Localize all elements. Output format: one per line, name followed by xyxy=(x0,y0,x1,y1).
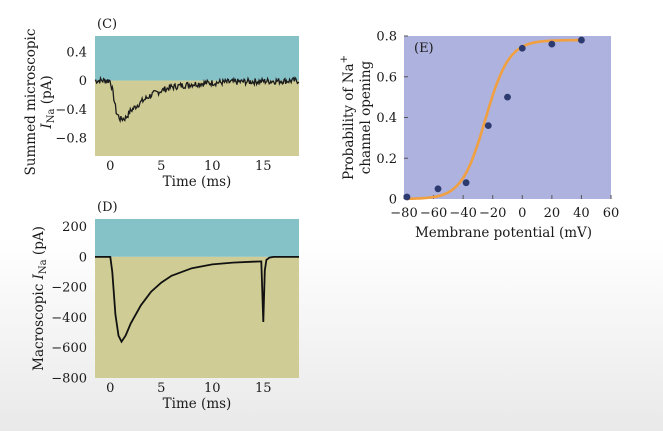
panel-d-y-label-symbol: I xyxy=(31,273,47,280)
x-tick-label: 40 xyxy=(573,206,590,221)
panel-c-y-ticks: 0.4 0 −0.4 −0.8 xyxy=(55,45,87,146)
x-tick-label: 0 xyxy=(106,381,114,396)
panel-d-current-trace xyxy=(95,255,299,344)
data-point xyxy=(518,44,526,52)
y-tick-label: 0 xyxy=(79,74,87,89)
y-tick-label: −400 xyxy=(51,311,87,326)
y-tick-label: −600 xyxy=(51,341,87,356)
panel-c-positive-band xyxy=(95,36,299,81)
y-tick-label: −800 xyxy=(51,372,87,387)
y-tick-label: 0 xyxy=(79,250,87,265)
data-point xyxy=(434,185,442,193)
x-tick-label: 0 xyxy=(106,159,114,174)
data-point xyxy=(578,36,585,44)
x-tick-label: 10 xyxy=(204,159,221,174)
panel-e-y-label-superscript: + xyxy=(339,55,350,63)
y-tick-label: 200 xyxy=(62,220,87,235)
y-tick-label: 0.6 xyxy=(376,70,397,85)
y-tick-label: 0.2 xyxy=(376,152,397,167)
panel-c-label: (C) xyxy=(97,17,117,32)
x-tick-label: 5 xyxy=(157,159,165,174)
panel-d-y-label-unit: (pA) xyxy=(31,226,47,259)
panel-d-positive-band xyxy=(95,219,299,257)
panel-d-y-ticks: 200 0 −200 −400 −600 −800 xyxy=(51,220,87,386)
panel-c-y-axis-label-line1: Summed microscopic xyxy=(23,29,39,176)
panel-e-y-axis-label-line1: Probability of Na+ xyxy=(339,55,357,180)
x-tick-label: 15 xyxy=(255,159,272,174)
y-tick-label: 0.4 xyxy=(66,45,87,60)
panel-d-label: (D) xyxy=(97,200,118,215)
y-tick-label: −0.8 xyxy=(55,132,87,147)
data-point xyxy=(403,193,411,201)
panel-d-y-label-subscript: Na xyxy=(38,259,49,274)
y-tick-label: 0 xyxy=(389,193,397,208)
data-point xyxy=(462,179,470,187)
panel-c-y-label-subscript: Na xyxy=(46,109,57,124)
panel-c-y-label-unit: (pA) xyxy=(39,75,55,108)
panel-e-label: (E) xyxy=(414,41,434,56)
y-tick-label: −200 xyxy=(51,281,87,296)
panel-e-x-axis-label: Membrane potential (mV) xyxy=(415,225,592,241)
x-tick-label: 0 xyxy=(518,206,526,221)
y-tick-label: −0.4 xyxy=(55,103,87,118)
panel-d-x-ticks: 0 5 10 15 xyxy=(106,381,271,396)
x-tick-label: −40 xyxy=(449,206,476,221)
data-point xyxy=(504,93,511,101)
panel-c-x-ticks: 0 5 10 15 xyxy=(106,159,271,174)
data-point xyxy=(548,40,556,48)
panel-c-x-axis-label: Time (ms) xyxy=(163,174,232,190)
y-tick-label: 0.8 xyxy=(376,30,397,45)
panel-c: (C) 0.4 0 −0.4 −0.8 0 5 10 15 Time (ms) Summed… xyxy=(23,17,300,190)
panel-c-current-trace xyxy=(94,75,300,124)
x-tick-label: 5 xyxy=(157,381,165,396)
panel-d-y-label-main: Macroscopic xyxy=(31,284,47,371)
y-tick-label: 0.4 xyxy=(376,111,397,126)
x-tick-label: 10 xyxy=(204,381,221,396)
panel-e-y-ticks: 0 0.2 0.4 0.6 0.8 xyxy=(376,30,397,208)
data-point xyxy=(484,122,492,130)
x-tick-label: −80 xyxy=(390,206,417,221)
panel-d-negative-band xyxy=(95,256,299,378)
x-tick-label: −60 xyxy=(420,206,447,221)
panel-e-y-axis-label-line2: channel opening xyxy=(358,60,374,174)
panel-e-x-ticks: −80 −60 −40 −20 0 20 40 60 xyxy=(390,206,619,221)
panel-c-y-axis-label-line2: INa (pA) xyxy=(39,75,57,129)
panel-e: (E) 0 0.2 0.4 0.6 0.8 −80 −60 −40 −20 0 20 40 60 Me… xyxy=(339,30,619,242)
x-tick-label: −20 xyxy=(479,206,506,221)
panel-e-points xyxy=(403,36,585,201)
panel-c-negative-band xyxy=(95,80,299,156)
panel-d: (D) 200 0 −200 −400 −600 −800 0 5 10 15 Time (ms… xyxy=(31,200,299,412)
x-tick-label: 60 xyxy=(603,206,620,221)
x-tick-label: 20 xyxy=(544,206,561,221)
panel-e-fit-curve xyxy=(405,38,583,201)
panel-c-y-label-symbol: I xyxy=(39,123,55,130)
panel-d-x-axis-label: Time (ms) xyxy=(163,396,232,412)
panel-e-y-label-text: Probability of Na xyxy=(341,63,357,180)
panel-d-y-axis-label: Macroscopic INa (pA) xyxy=(31,226,49,371)
x-tick-label: 15 xyxy=(255,381,272,396)
